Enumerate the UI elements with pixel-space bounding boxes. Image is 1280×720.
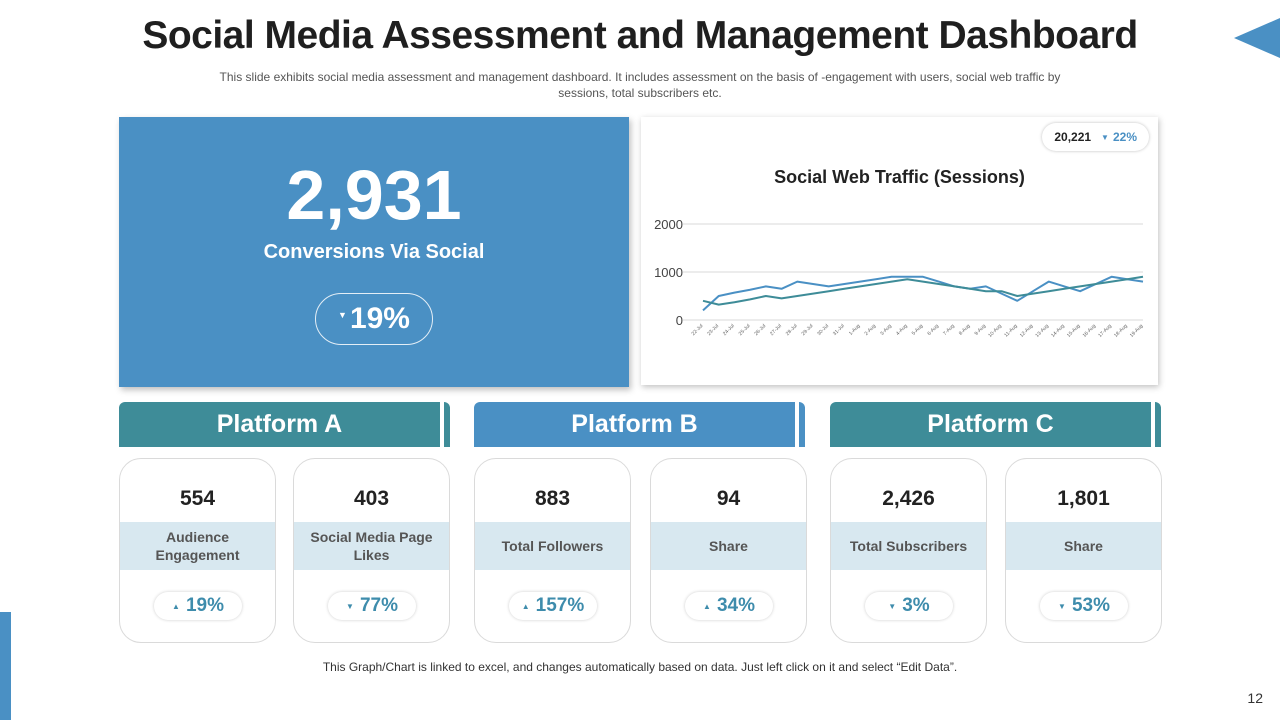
metric-change-pill: ▼ 53% <box>1040 592 1128 620</box>
slide-title: Social Media Assessment and Management D… <box>142 14 1138 57</box>
metric-card-share-c: 1,801 Share ▼ 53% <box>1005 458 1162 643</box>
x-tick-label: 24-Jul <box>722 323 736 337</box>
x-tick-label: 1-Aug <box>848 323 862 337</box>
metric-value: 554 <box>179 487 216 510</box>
y-tick-label: 2000 <box>654 217 683 232</box>
metric-change-pill: ▼ 3% <box>865 592 953 620</box>
up-triangle-icon: ▲ <box>521 601 530 611</box>
metric-change-pct: 77% <box>359 595 398 616</box>
x-tick-label: 26-Jul <box>753 323 767 337</box>
metric-card-total-subscribers: 2,426 Total Subscribers ▼ 3% <box>830 458 987 643</box>
down-triangle-icon: ▼ <box>338 310 347 320</box>
metric-change-pct: 34% <box>716 595 755 616</box>
metric-label: Social Media Page Likes <box>294 522 449 570</box>
series-line-2 <box>702 275 1144 306</box>
platform-a-header: Platform A <box>119 402 450 447</box>
platform-c-title: Platform C <box>927 410 1054 438</box>
conversions-change-pct: 19% <box>349 302 410 335</box>
y-tick-label: 1000 <box>654 265 683 280</box>
traffic-chart-card[interactable]: 20,221 ▼ 22% Social Web Traffic (Session… <box>641 117 1158 385</box>
page-number: 12 <box>1247 690 1263 706</box>
metric-card-total-followers: 883 Total Followers ▲ 157% <box>474 458 631 643</box>
down-triangle-icon: ▼ <box>346 601 354 611</box>
x-tick-label: 14-Aug <box>1050 323 1066 339</box>
up-triangle-icon: ▲ <box>703 601 711 611</box>
x-tick-label: 13-Aug <box>1034 323 1050 339</box>
x-tick-label: 30-Jul <box>816 323 830 337</box>
left-accent-bar <box>0 612 11 720</box>
conversions-card: 2,931 Conversions Via Social ▼ 19% <box>119 117 629 387</box>
platform-c-header: Platform C <box>830 402 1161 447</box>
metric-change-pct: 19% <box>185 595 224 616</box>
down-triangle-icon: ▼ <box>1101 132 1109 142</box>
footer-note: This Graph/Chart is linked to excel, and… <box>322 660 958 674</box>
metric-change-pill: ▲ 34% <box>685 592 773 620</box>
x-tick-label: 19-Aug <box>1129 323 1145 339</box>
conversions-change-pill: ▼ 19% <box>315 293 433 345</box>
x-tick-label: 11-Aug <box>1003 323 1019 339</box>
metric-card-share-b: 94 Share ▲ 34% <box>650 458 807 643</box>
x-tick-label: 9-Aug <box>974 323 988 337</box>
corner-arrow-icon <box>1234 18 1280 58</box>
metric-value: 883 <box>534 487 571 510</box>
x-tick-label: 6-Aug <box>926 323 940 337</box>
metric-change-pill: ▲ 157% <box>509 592 597 620</box>
conversions-value: 2,931 <box>286 156 462 234</box>
down-triangle-icon: ▼ <box>888 601 897 611</box>
metric-label: Total Subscribers <box>831 522 986 570</box>
metric-change-pct: 3% <box>902 595 930 616</box>
down-triangle-icon: ▼ <box>1058 601 1066 611</box>
chart-title: Social Web Traffic (Sessions) <box>774 167 1025 187</box>
x-tick-label: 3-Aug <box>879 323 893 337</box>
metric-label: Share <box>1006 522 1161 570</box>
platform-a-title: Platform A <box>216 410 343 438</box>
x-tick-label: 2-Aug <box>864 323 878 337</box>
platform-b-header: Platform B <box>474 402 805 447</box>
x-tick-label: 27-Jul <box>769 323 783 337</box>
x-tick-label: 4-Aug <box>895 323 909 337</box>
traffic-total-value: 20,221 <box>1054 130 1092 144</box>
metric-value: 1,801 <box>1057 487 1110 510</box>
metric-change-pill: ▲ 19% <box>154 592 242 620</box>
slide-subtitle: This slide exhibits social media assessm… <box>219 70 1061 100</box>
metric-change-pill: ▼ 77% <box>328 592 416 620</box>
x-tick-label: 22-Jul <box>691 323 705 337</box>
y-tick-label: 0 <box>676 313 683 328</box>
x-tick-label: 7-Aug <box>942 323 956 337</box>
conversions-label: Conversions Via Social <box>263 241 485 263</box>
metric-change-pct: 53% <box>1071 595 1110 616</box>
metric-card-audience-engagement: 554 Audience Engagement ▲ 19% <box>119 458 276 643</box>
x-tick-label: 8-Aug <box>958 323 972 337</box>
up-triangle-icon: ▲ <box>172 601 180 611</box>
x-tick-label: 31-Jul <box>832 323 846 337</box>
x-tick-label: 18-Aug <box>1113 323 1129 339</box>
metric-label: Total Followers <box>475 522 630 570</box>
metric-label: Audience Engagement <box>120 522 275 570</box>
x-tick-label: 5-Aug <box>911 323 925 337</box>
x-tick-label: 23-Jul <box>706 323 720 337</box>
x-tick-label: 28-Jul <box>785 323 799 337</box>
x-tick-label: 16-Aug <box>1082 323 1098 339</box>
traffic-total-badge: 20,221 ▼ 22% <box>1042 123 1149 151</box>
x-tick-label: 10-Aug <box>987 323 1003 339</box>
metric-card-page-likes: 403 Social Media Page Likes ▼ 77% <box>293 458 450 643</box>
metric-value: 403 <box>353 487 390 510</box>
metric-value: 94 <box>716 487 741 510</box>
x-tick-label: 12-Aug <box>1019 323 1035 339</box>
metric-label: Share <box>651 522 806 570</box>
x-tick-label: 29-Jul <box>801 323 815 337</box>
platform-b-title: Platform B <box>571 410 698 438</box>
x-tick-label: 17-Aug <box>1097 323 1113 339</box>
metric-change-pct: 157% <box>535 595 585 616</box>
metric-value: 2,426 <box>882 487 935 510</box>
x-tick-label: 25-Jul <box>738 323 752 337</box>
traffic-change-pct: 22% <box>1112 130 1137 144</box>
x-tick-label: 15-Aug <box>1066 323 1082 339</box>
